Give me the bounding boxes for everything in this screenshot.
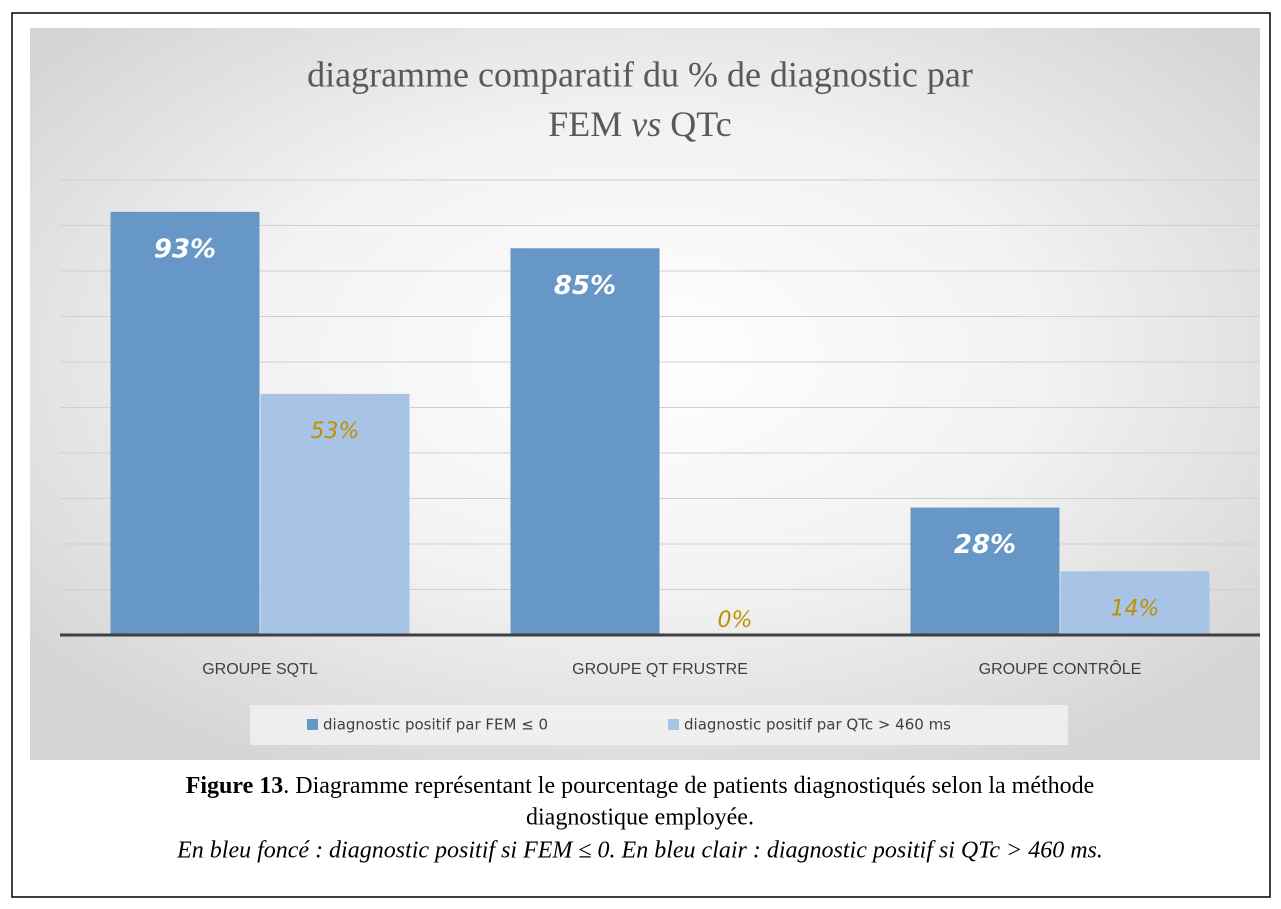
legend	[250, 705, 1068, 745]
data-label: 0%	[718, 608, 753, 633]
data-label: 14%	[1111, 596, 1160, 621]
data-label: 93%	[154, 234, 216, 264]
legend-swatch	[307, 719, 318, 730]
frame	[11, 12, 1271, 898]
bar	[260, 393, 410, 635]
bar	[1060, 571, 1210, 635]
caption-note: En bleu foncé : diagnostic positif si FE…	[176, 838, 1103, 864]
x-tick-label: GROUPE QT FRUSTRE	[572, 661, 748, 678]
caption: diagnostique employée.	[526, 805, 754, 831]
x-tick-label: GROUPE CONTRÔLE	[979, 659, 1142, 678]
data-label: 28%	[954, 530, 1016, 560]
chart-title: diagramme comparatif du % de diagnostic …	[307, 54, 973, 94]
data-label: 53%	[311, 419, 360, 444]
bar	[910, 507, 1060, 635]
bar	[110, 211, 260, 635]
caption: Figure 13. Diagramme représentant le pou…	[186, 773, 1095, 799]
legend-swatch	[668, 719, 679, 730]
chart-title: FEM vs QTc	[548, 104, 731, 144]
bar	[510, 248, 660, 635]
legend-label: diagnostic positif par FEM ≤ 0	[323, 716, 548, 734]
legend-label: diagnostic positif par QTc > 460 ms	[684, 716, 951, 734]
data-label: 85%	[554, 271, 616, 301]
x-tick-label: GROUPE SQTL	[202, 661, 318, 678]
